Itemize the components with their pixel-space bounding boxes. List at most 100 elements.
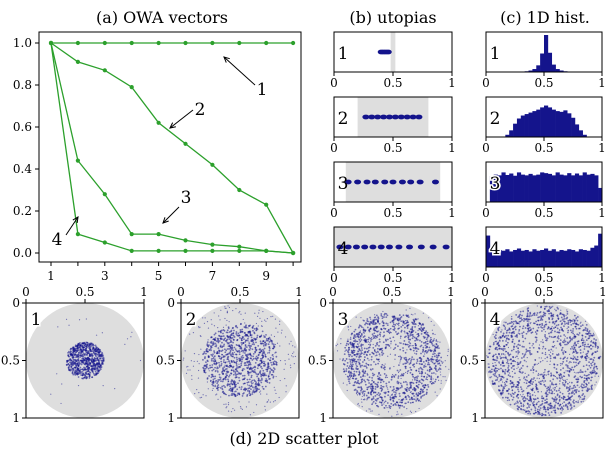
scatter-point-3 — [358, 356, 361, 359]
scatter-point-3 — [383, 406, 386, 409]
utopia-point-3 — [344, 179, 352, 185]
scatter-point-3 — [363, 394, 366, 397]
scatter-point-3 — [426, 373, 429, 376]
scatter-point-2 — [247, 344, 250, 347]
scatter-point-4 — [519, 371, 522, 374]
scatter-point-3 — [409, 382, 412, 385]
scatter-point-2 — [230, 354, 233, 357]
scatter-point-2 — [246, 366, 248, 369]
scatter-point-2 — [213, 333, 216, 336]
scatter-point-3 — [393, 376, 396, 378]
utopia-x-tick-label: 1 — [448, 141, 456, 155]
scatter-point-3 — [348, 370, 350, 373]
scatter-point-2 — [221, 388, 224, 391]
scatter-point-3 — [392, 321, 395, 324]
scatter-point-3 — [349, 353, 352, 356]
scatter-point-2 — [250, 381, 253, 383]
scatter-point-2 — [223, 403, 225, 405]
scatter-point-3 — [439, 388, 441, 390]
scatter-point-3 — [392, 336, 395, 339]
scatter-point-3 — [381, 404, 383, 406]
scatter-point-1 — [92, 344, 95, 347]
hist-bar-4 — [501, 250, 506, 267]
scatter-point-3 — [398, 406, 401, 409]
scatter-point-2 — [242, 341, 245, 344]
scatter-point-4 — [544, 402, 546, 404]
scatter-point-4 — [499, 355, 501, 357]
scatter-point-3 — [371, 398, 373, 400]
scatter-point-4 — [564, 323, 566, 325]
scatter-point-2 — [240, 388, 243, 391]
scatter-point-3 — [415, 339, 418, 341]
scatter-point-4 — [511, 389, 514, 392]
scatter-point-4 — [527, 350, 530, 352]
scatter-point-4 — [496, 376, 499, 379]
scatter-point-2 — [246, 384, 249, 386]
scatter-point-3 — [381, 316, 384, 318]
scatter-point-4 — [529, 322, 531, 325]
scatter-point-2 — [213, 356, 215, 358]
scatter-point-4 — [523, 359, 526, 362]
scatter-point-4 — [578, 327, 581, 330]
scatter-point-2 — [213, 360, 216, 363]
scatter-point-2 — [264, 344, 267, 347]
scatter-point-4 — [542, 345, 545, 348]
scatter-point-3 — [344, 350, 346, 352]
scatter-point-2 — [239, 366, 242, 368]
scatter-point-4 — [569, 381, 571, 383]
scatter-point-2 — [264, 361, 266, 363]
hist-x-tick-label: 1 — [598, 271, 606, 285]
scatter-point-3 — [359, 335, 362, 338]
scatter-point-3 — [370, 356, 373, 358]
scatter-point-2 — [223, 329, 226, 332]
scatter-point-1 — [76, 372, 79, 375]
scatter-point-4 — [532, 378, 535, 380]
scatter-point-2 — [235, 383, 237, 386]
scatter-point-4 — [562, 351, 564, 354]
scatter-point-3 — [394, 318, 396, 320]
scatter-point-4 — [536, 351, 539, 353]
series-point-1 — [183, 40, 188, 46]
scatter-point-2 — [226, 310, 228, 312]
series-point-4 — [237, 248, 242, 253]
scatter-point-4 — [487, 363, 489, 365]
scatter-label-3: 3 — [338, 310, 349, 330]
scatter-point-4 — [560, 349, 563, 352]
scatter-point-3 — [348, 374, 351, 377]
scatter-point-3 — [379, 331, 382, 334]
scatter-point-2 — [259, 342, 262, 345]
scatter-point-2 — [248, 384, 251, 387]
scatter-point-2 — [266, 401, 268, 403]
title-scatter: (d) 2D scatter plot — [229, 429, 379, 448]
scatter-point-4 — [548, 354, 550, 356]
scatter-point-3 — [391, 375, 393, 378]
scatter-point-4 — [537, 362, 540, 364]
scatter-point-4 — [522, 403, 524, 405]
scatter-point-2 — [263, 350, 265, 353]
scatter-point-3 — [378, 330, 380, 332]
scatter-point-4 — [597, 375, 600, 377]
scatter-point-2 — [245, 364, 248, 367]
scatter-point-3 — [370, 338, 373, 341]
scatter-point-3 — [396, 414, 398, 416]
scatter-point-2 — [259, 357, 262, 360]
scatter-point-4 — [538, 409, 541, 411]
scatter-point-4 — [551, 382, 553, 385]
scatter-point-2 — [247, 327, 249, 329]
scatter-point-4 — [546, 387, 548, 390]
scatter-point-3 — [378, 401, 381, 404]
annotation-arrow-3 — [162, 206, 180, 224]
scatter-point-4 — [567, 357, 569, 359]
scatter-point-4 — [524, 397, 527, 400]
scatter-point-3 — [407, 394, 410, 397]
scatter-point-3 — [414, 389, 417, 392]
hist-bar-4 — [574, 251, 580, 267]
utopia-row-label-4: 4 — [338, 239, 349, 259]
scatter-point-3 — [364, 380, 367, 383]
scatter-point-2 — [192, 332, 195, 334]
scatter-point-4 — [492, 354, 495, 357]
scatter-point-3 — [347, 340, 349, 343]
hist-bar-4 — [594, 245, 599, 267]
scatter-point-3 — [369, 383, 372, 386]
scatter-point-4 — [562, 353, 565, 355]
